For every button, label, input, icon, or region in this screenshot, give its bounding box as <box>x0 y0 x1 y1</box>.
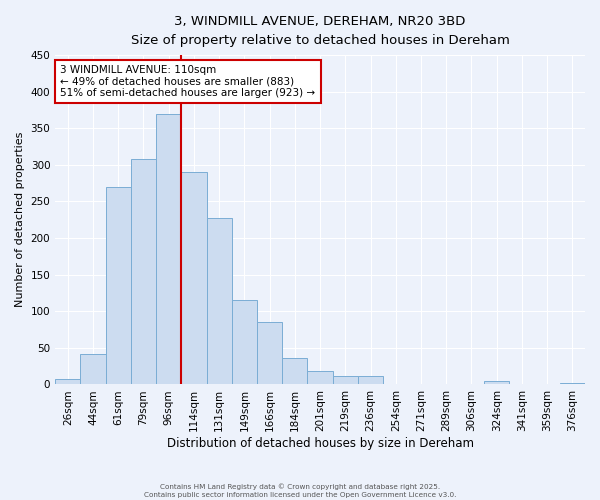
Bar <box>156 114 181 384</box>
Bar <box>131 159 156 384</box>
Bar <box>106 187 131 384</box>
Bar <box>307 372 332 384</box>
Bar <box>358 376 383 384</box>
Bar <box>80 354 106 384</box>
Bar <box>55 380 80 384</box>
Bar <box>206 218 232 384</box>
Bar <box>282 358 307 384</box>
Bar <box>484 381 509 384</box>
Text: Contains HM Land Registry data © Crown copyright and database right 2025.
Contai: Contains HM Land Registry data © Crown c… <box>144 483 456 498</box>
Bar <box>232 300 257 384</box>
Bar <box>560 383 585 384</box>
Title: 3, WINDMILL AVENUE, DEREHAM, NR20 3BD
Size of property relative to detached hous: 3, WINDMILL AVENUE, DEREHAM, NR20 3BD Si… <box>131 15 509 47</box>
X-axis label: Distribution of detached houses by size in Dereham: Distribution of detached houses by size … <box>167 437 473 450</box>
Y-axis label: Number of detached properties: Number of detached properties <box>15 132 25 308</box>
Bar <box>332 376 358 384</box>
Text: 3 WINDMILL AVENUE: 110sqm
← 49% of detached houses are smaller (883)
51% of semi: 3 WINDMILL AVENUE: 110sqm ← 49% of detac… <box>61 65 316 98</box>
Bar <box>181 172 206 384</box>
Bar <box>257 322 282 384</box>
